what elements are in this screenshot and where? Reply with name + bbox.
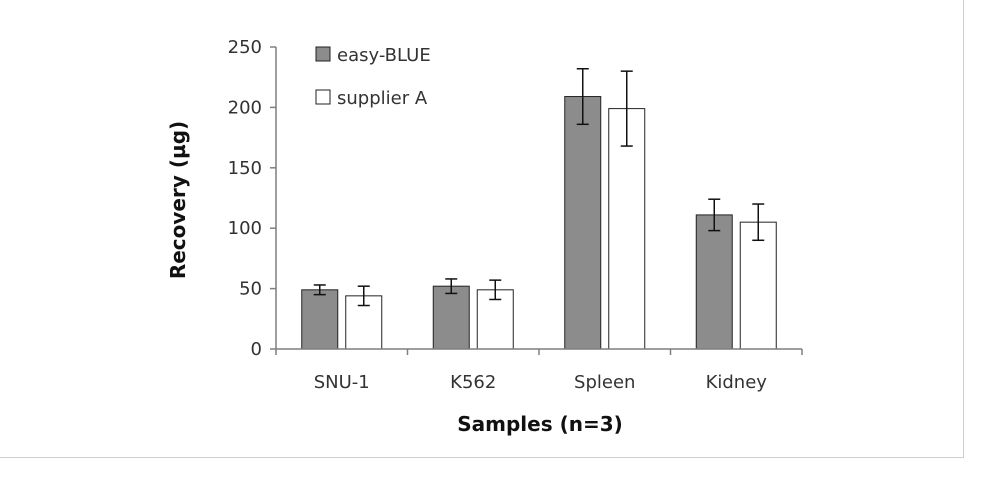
legend-swatch-easy-blue <box>315 46 331 62</box>
x-tick-label: Kidney <box>706 372 768 393</box>
legend-label-supplier-a: supplier A <box>337 88 428 109</box>
bar-chart: 0 50 100 150 200 250 SNU-1 K562 Spleen Kidney ea… <box>166 37 803 436</box>
bar-supplier-a <box>739 221 777 350</box>
x-tick-label: Spleen <box>574 372 635 393</box>
bar-easy-blue <box>432 285 470 350</box>
y-tick-label: 50 <box>239 279 262 300</box>
bars-group <box>301 67 777 350</box>
y-tick-label: 150 <box>228 158 262 179</box>
bar-easy-blue <box>695 214 733 350</box>
x-axis-title: Samples (n=3) <box>457 412 623 436</box>
legend-label-easy-blue: easy-BLUE <box>337 45 431 66</box>
bar-easy-blue <box>301 289 339 350</box>
x-axis-ticks: SNU-1 K562 Spleen Kidney <box>275 349 803 393</box>
y-tick-label: 200 <box>228 97 262 118</box>
x-tick-label: SNU-1 <box>314 372 370 393</box>
x-tick-label: K562 <box>450 372 496 393</box>
y-tick-label: 0 <box>251 339 262 360</box>
bar-supplier-a <box>608 108 646 350</box>
y-axis-title: Recovery (µg) <box>166 121 190 279</box>
y-tick-label: 100 <box>228 218 262 239</box>
figure-frame <box>0 0 964 458</box>
legend: easy-BLUE supplier A <box>315 45 431 109</box>
legend-swatch-supplier-a <box>315 89 331 105</box>
bar-easy-blue <box>564 96 602 350</box>
y-axis-ticks: 0 50 100 150 200 250 <box>228 37 276 360</box>
y-tick-label: 250 <box>228 37 262 58</box>
